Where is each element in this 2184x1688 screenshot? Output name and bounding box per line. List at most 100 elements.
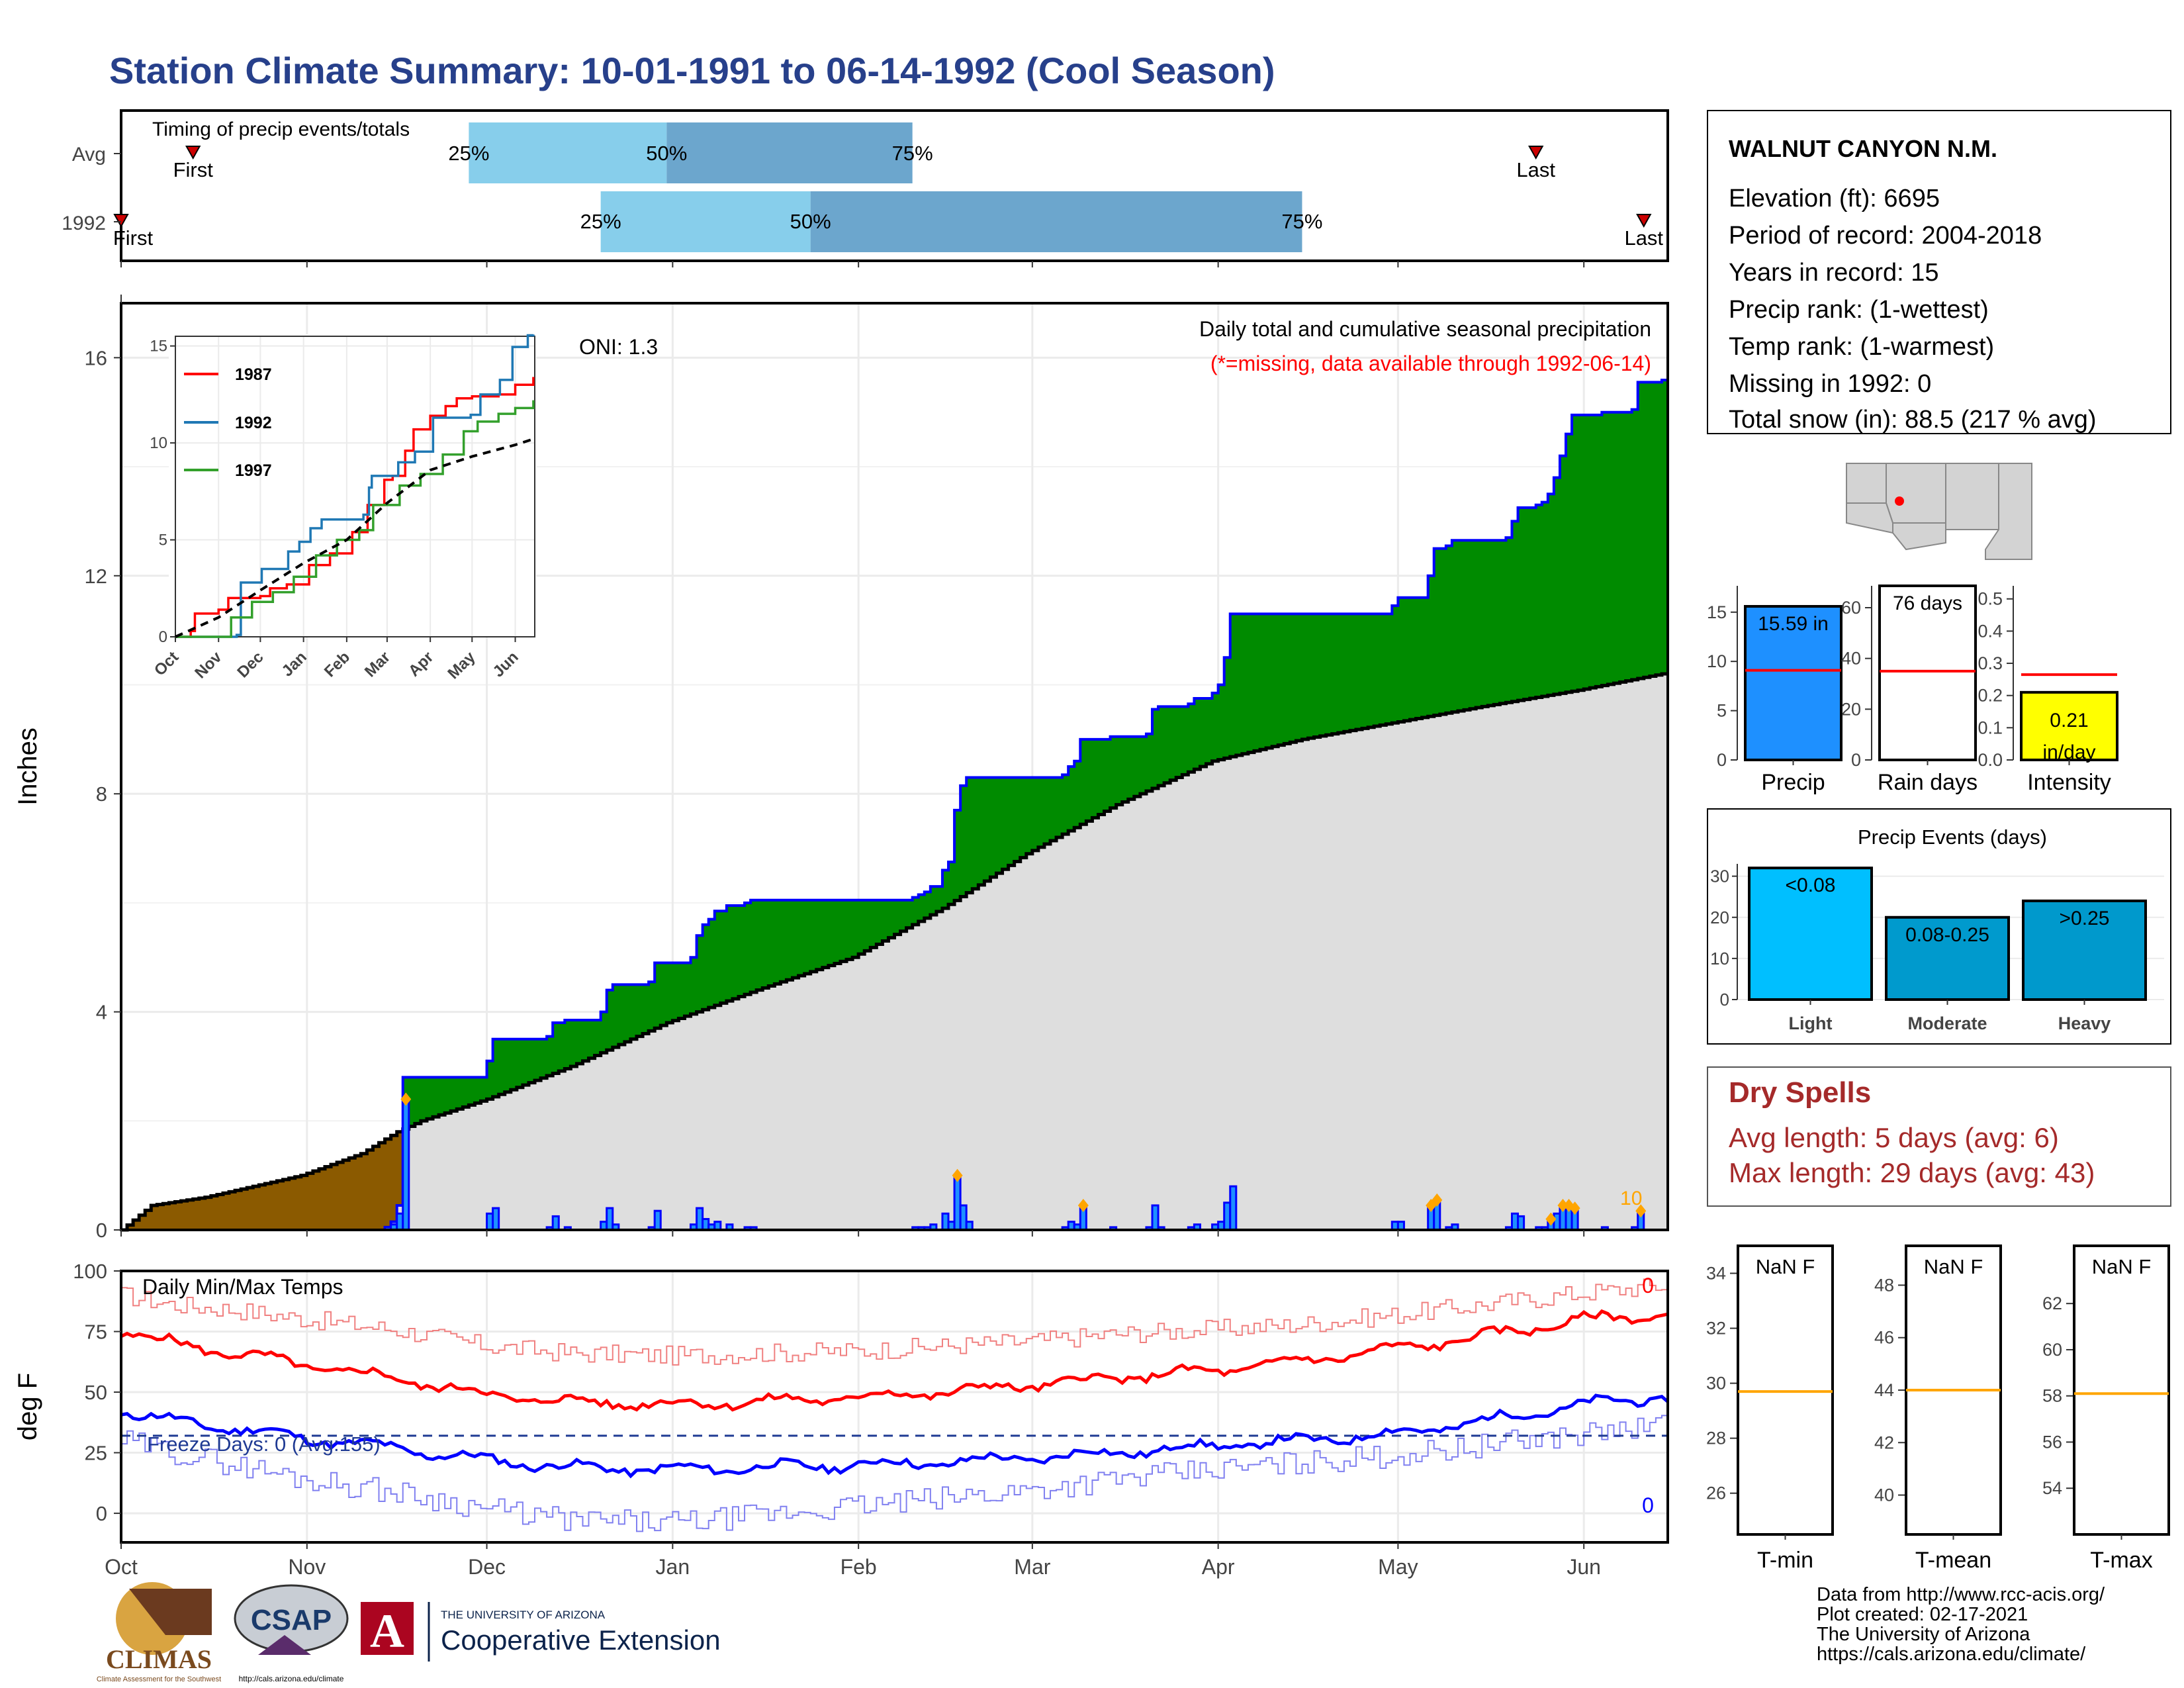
summary-y-tick-label: 10 bbox=[1707, 651, 1727, 671]
station-line: Total snow (in): 88.5 (217 % avg) bbox=[1729, 406, 2097, 434]
timing-percent-label: 75% bbox=[892, 142, 933, 165]
last-event-marker-icon bbox=[1636, 214, 1652, 228]
oni-label: ONI: 1.3 bbox=[579, 335, 658, 359]
inset-y-tick-label: 5 bbox=[159, 532, 167, 549]
summary-bar bbox=[1744, 604, 1843, 762]
summary-category-label: Rain days bbox=[1878, 770, 1978, 795]
temp-summary-box bbox=[2073, 1244, 2170, 1536]
summary-y-tick-label: 0.0 bbox=[1978, 750, 2003, 770]
max-count-label: 0 bbox=[1642, 1274, 1654, 1297]
summary-y-tick-label: 0.4 bbox=[1978, 621, 2003, 641]
climas-text: CLIMAS bbox=[106, 1644, 212, 1674]
record-min-temp-line bbox=[121, 1415, 1668, 1532]
events-bar bbox=[1885, 915, 2010, 1001]
snow-day-marker-icon bbox=[1077, 1199, 1089, 1213]
min-count-label: 0 bbox=[1642, 1493, 1654, 1517]
temp-summary-y-tick-label: 28 bbox=[1706, 1429, 1726, 1448]
first-event-marker-icon bbox=[113, 214, 129, 228]
temp-x-tick-label: Feb bbox=[841, 1555, 877, 1579]
record-max-temp-line bbox=[121, 1278, 1668, 1366]
locator-map bbox=[1843, 460, 2035, 563]
daily-precip-bar bbox=[492, 1207, 500, 1231]
csap-logo: CSAP http://cals.arizona.edu/climate bbox=[234, 1584, 349, 1683]
daily-precip-bar bbox=[1229, 1185, 1238, 1231]
last-event-marker-icon bbox=[1528, 146, 1544, 160]
precip-y-tick-label: 16 bbox=[85, 346, 107, 369]
daily-precip-bar bbox=[1517, 1215, 1525, 1231]
inset-legend-label: 1987 bbox=[235, 365, 272, 384]
map-state-nm bbox=[1945, 463, 1999, 530]
temp-summary-y-tick-label: 54 bbox=[2042, 1478, 2062, 1498]
snow-day-marker-icon bbox=[1557, 1199, 1569, 1213]
summary-bar bbox=[1878, 585, 1977, 761]
station-line: Years in record: 15 bbox=[1729, 259, 1939, 287]
snow-day-marker-icon bbox=[1545, 1212, 1557, 1226]
ua-cooperative-extension-logo: A THE UNIVERSITY OF ARIZONA Cooperative … bbox=[361, 1602, 721, 1662]
temp-summary-y-tick-label: 30 bbox=[1706, 1374, 1726, 1393]
summary-y-tick-label: 0.5 bbox=[1978, 589, 2003, 609]
events-bar-label: <0.08 bbox=[1786, 874, 1836, 896]
station-info-box: WALNUT CANYON N.M. Elevation (ft): 6695 … bbox=[1707, 110, 2171, 434]
inset-legend-label: 1992 bbox=[235, 414, 272, 432]
timing-bar-50-75 bbox=[810, 191, 1302, 252]
temp-summary-box bbox=[1737, 1244, 1834, 1536]
temp-x-tick-label: Mar bbox=[1014, 1555, 1050, 1579]
summary-y-tick-label: 5 bbox=[1717, 701, 1727, 721]
temp-summary-value: NaN F bbox=[2092, 1255, 2152, 1278]
dry-spells-line: Max length: 29 days (avg: 43) bbox=[1729, 1157, 2095, 1188]
snow-day-marker-icon bbox=[1569, 1201, 1580, 1215]
climas-small-text: Climate Assessment for the Southwest bbox=[97, 1675, 221, 1683]
inset-y-tick-label: 15 bbox=[150, 338, 167, 355]
temp-summary-y-tick-label: 42 bbox=[1874, 1432, 1894, 1452]
inset-series-line bbox=[175, 400, 535, 638]
temp-x-tick-label: Jan bbox=[656, 1555, 690, 1579]
timing-percent-label: 50% bbox=[790, 210, 831, 233]
inset-y-tick-label: 0 bbox=[159, 628, 167, 646]
first-event-label: First bbox=[113, 226, 154, 250]
ua-block-a-icon bbox=[361, 1602, 414, 1655]
snow-day-marker-icon bbox=[1432, 1193, 1443, 1207]
timing-bar-25-50 bbox=[600, 191, 811, 252]
temp-summary-y-tick-label: 62 bbox=[2042, 1293, 2062, 1313]
station-line: Temp rank: (1-warmest) bbox=[1729, 333, 1994, 361]
inset-border bbox=[175, 336, 535, 637]
footer-line: https://cals.arizona.edu/climate/ bbox=[1817, 1644, 2086, 1665]
daily-precip-bar bbox=[551, 1215, 560, 1231]
summary-y-tick-label: 0 bbox=[1717, 750, 1727, 770]
precip-y-tick-label: 4 bbox=[96, 1001, 107, 1024]
summary-y-tick-label: 40 bbox=[1841, 649, 1861, 669]
timing-row-label-avg: Avg bbox=[72, 144, 106, 165]
summary-bar bbox=[2020, 690, 2118, 761]
temp-ylabel: deg F bbox=[13, 1373, 42, 1440]
precip-frame bbox=[120, 302, 1669, 1231]
footer-line: Plot created: 02-17-2021 bbox=[1817, 1604, 2028, 1625]
timing-percent-label: 25% bbox=[448, 142, 489, 165]
events-category-label: Heavy bbox=[2058, 1013, 2111, 1033]
temp-summary-category: T-min bbox=[1757, 1548, 1813, 1573]
summary-value-label: 15.59 in bbox=[1758, 613, 1829, 635]
events-bar-label: 0.08-0.25 bbox=[1905, 924, 1989, 946]
events-category-label: Moderate bbox=[1907, 1013, 1987, 1033]
summary-y-tick-label: 0.3 bbox=[1978, 653, 2003, 673]
temp-summary-category: T-mean bbox=[1915, 1548, 1991, 1573]
temp-summary-category: T-max bbox=[2090, 1548, 2152, 1573]
observed-cumulative-line bbox=[121, 379, 1668, 1231]
footer-line: Data from http://www.rcc-acis.org/ bbox=[1817, 1584, 2105, 1605]
dry-spells-frame bbox=[1707, 1066, 2171, 1207]
temp-summary-y-tick-label: 26 bbox=[1706, 1483, 1726, 1503]
summary-y-tick-label: 20 bbox=[1841, 699, 1861, 719]
temp-x-tick-label: Oct bbox=[105, 1555, 138, 1579]
precip-events-chart: Precip Events (days) 0 10 20 30 <0.08 Light 0.… bbox=[1707, 808, 2171, 1045]
precip-y-tick-label: 8 bbox=[96, 782, 107, 806]
freeze-days-label: Freeze Days: 0 (Avg:155) bbox=[147, 1432, 381, 1456]
precip-ylabel: Inches bbox=[13, 727, 42, 806]
events-y-tick-label: 0 bbox=[1720, 990, 1729, 1009]
temperature-panel: Daily Min/Max Temps Freeze Days: 0 (Avg:… bbox=[13, 1260, 1669, 1579]
temp-x-tick-label: Nov bbox=[288, 1555, 326, 1579]
station-line: Period of record: 2004-2018 bbox=[1729, 222, 2042, 250]
temp-summary-value: NaN F bbox=[1924, 1255, 1983, 1278]
temp-y-tick-label: 50 bbox=[85, 1381, 107, 1404]
inset-frame bbox=[175, 336, 535, 637]
precip-subtitle: (*=missing, data available through 1992-… bbox=[1210, 352, 1651, 375]
